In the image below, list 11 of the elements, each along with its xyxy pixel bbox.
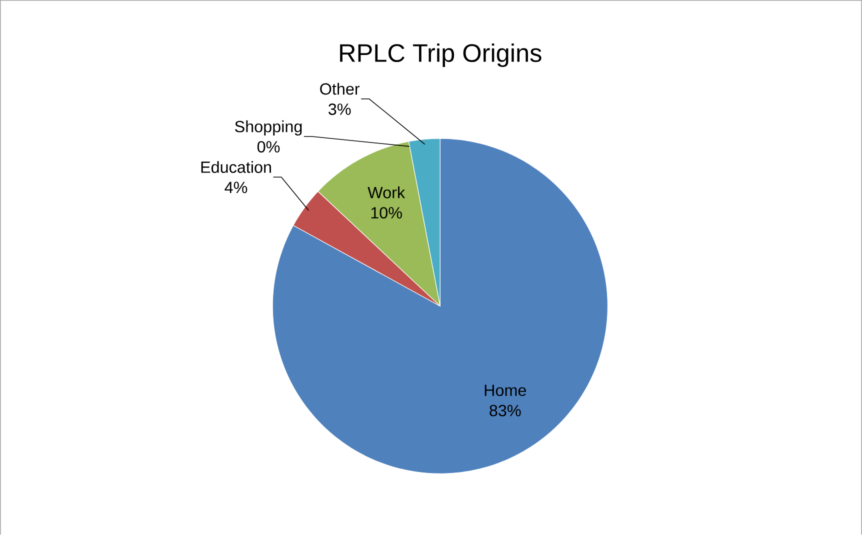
slice-label: Education xyxy=(201,161,271,173)
data-label: 4% xyxy=(224,182,248,194)
slice-label: Home xyxy=(484,384,526,396)
chart-title: RPLC Trip Origins xyxy=(340,43,542,68)
data-label: 10% xyxy=(371,207,402,219)
data-label: 3% xyxy=(328,104,351,115)
slice-label: Other xyxy=(320,82,360,95)
slice-label: Work xyxy=(368,186,406,198)
text: 0% xyxy=(257,141,280,153)
category-label: Shopping xyxy=(235,120,302,136)
data-label: 83% xyxy=(490,404,521,416)
